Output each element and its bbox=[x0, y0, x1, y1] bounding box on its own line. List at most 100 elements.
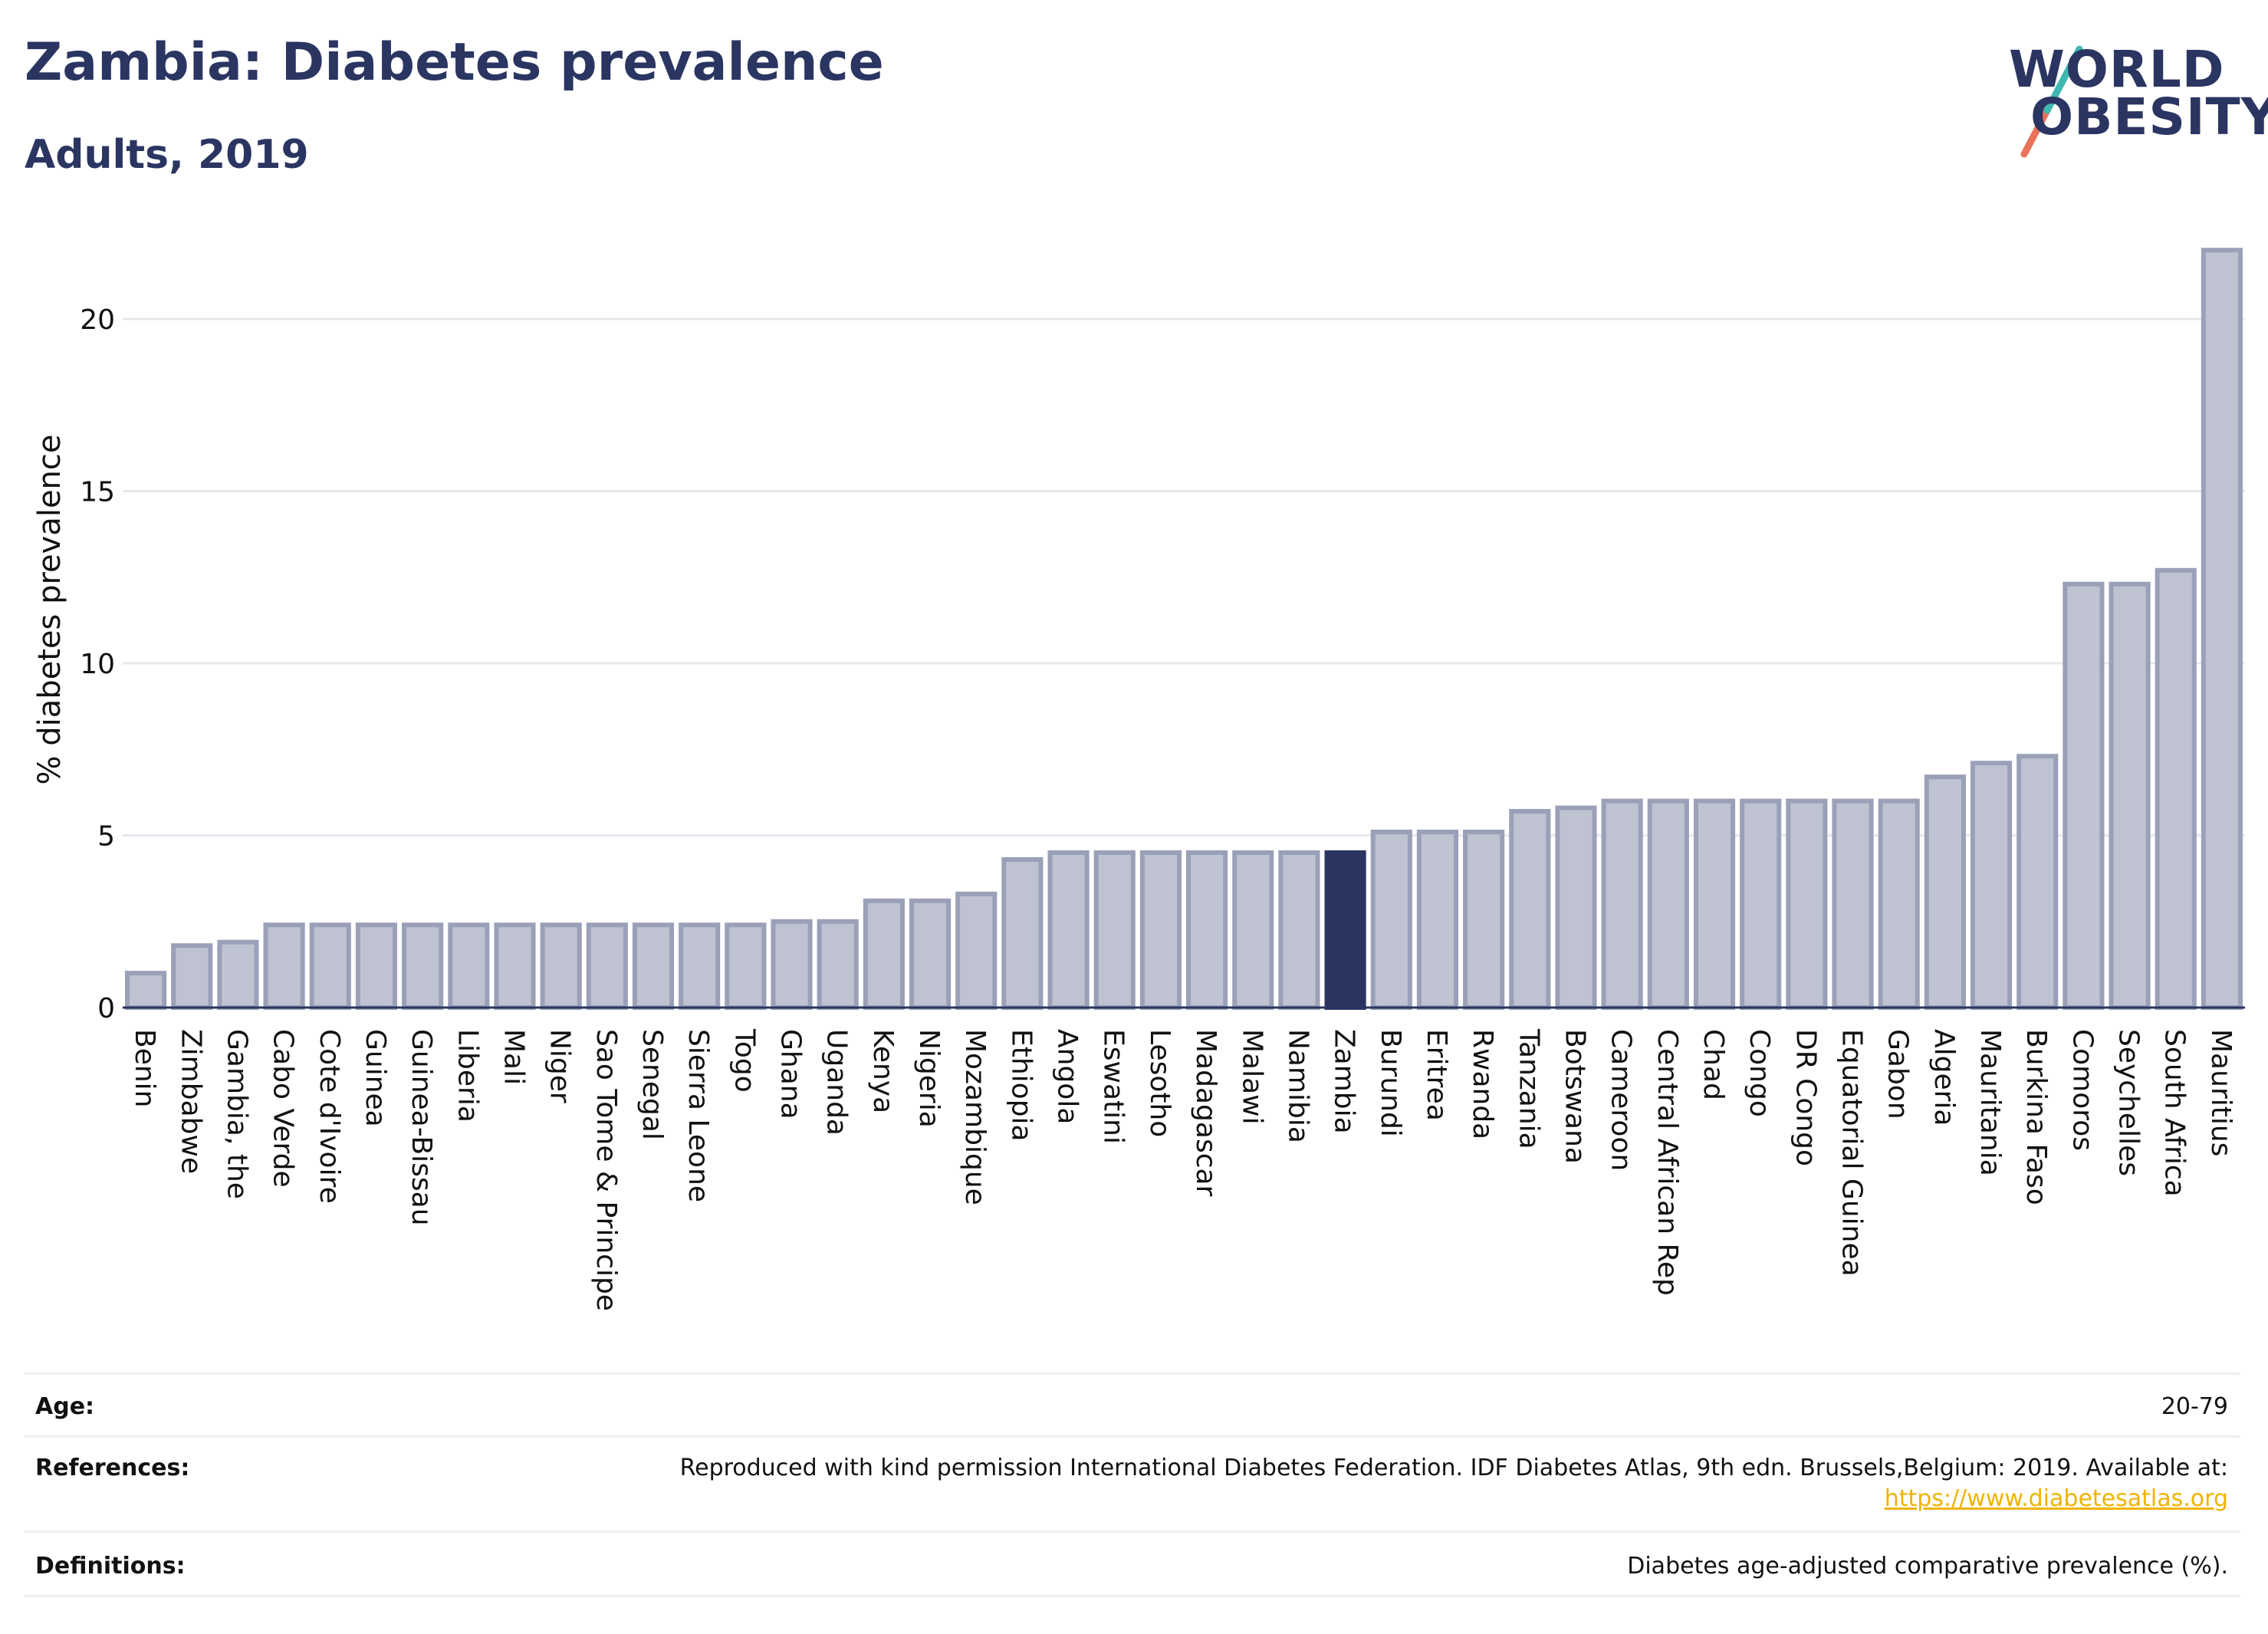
x-tick-label: Seychelles bbox=[2113, 1029, 2145, 1176]
x-tick-label: Ethiopia bbox=[1005, 1029, 1037, 1142]
x-tick-label: Mali bbox=[498, 1029, 529, 1085]
chart-subtitle: Adults, 2019 bbox=[25, 132, 309, 178]
logo-line-2: OBESITY bbox=[2030, 87, 2268, 146]
x-tick-label: Mauritania bbox=[1974, 1029, 2006, 1176]
chart-title: Zambia: Diabetes prevalence bbox=[25, 32, 884, 93]
footer-row-age: Age: 20-79 bbox=[25, 1373, 2240, 1436]
x-tick-label: Kenya bbox=[867, 1029, 899, 1113]
bar-congo bbox=[1740, 798, 1782, 1010]
bar-dr-congo bbox=[1786, 798, 1828, 1010]
bar-burundi bbox=[1370, 830, 1412, 1011]
x-tick-label: Senegal bbox=[636, 1029, 668, 1140]
bar-sierra-leone bbox=[679, 922, 721, 1010]
x-tick-label: Niger bbox=[544, 1029, 576, 1103]
x-tick-label: Mauritius bbox=[2205, 1029, 2237, 1156]
references-text: Reproduced with kind permission Internat… bbox=[679, 1455, 2228, 1481]
x-tick-label: Lesotho bbox=[1144, 1029, 1175, 1137]
bar-seychelles bbox=[2109, 581, 2151, 1010]
bar-guinea-bissau bbox=[402, 922, 444, 1010]
x-tick-label: Botswana bbox=[1559, 1029, 1590, 1164]
x-tick-label: Equatorial Guinea bbox=[1836, 1029, 1868, 1277]
bar-equatorial-guinea bbox=[1832, 798, 1874, 1010]
bar-malawi bbox=[1232, 850, 1274, 1010]
x-tick-label: Angola bbox=[1052, 1029, 1083, 1124]
bar-zambia bbox=[1324, 850, 1366, 1010]
x-tick-label: Congo bbox=[1744, 1029, 1775, 1117]
bar-tanzania bbox=[1509, 809, 1551, 1010]
x-tick-label: Rwanda bbox=[1467, 1029, 1498, 1139]
x-tick-label: Guinea bbox=[360, 1029, 391, 1127]
bar-mauritania bbox=[1970, 761, 2013, 1011]
x-tick-label: South Africa bbox=[2159, 1029, 2191, 1197]
x-tick-label: Gambia, the bbox=[221, 1029, 252, 1199]
bar-guinea bbox=[355, 922, 398, 1010]
bar-burkina-faso bbox=[2017, 754, 2059, 1010]
age-value: 20-79 bbox=[2161, 1393, 2228, 1420]
x-tick-label: Nigeria bbox=[913, 1029, 945, 1128]
x-tick-label: Benin bbox=[129, 1029, 160, 1107]
bar-benin bbox=[125, 971, 167, 1010]
x-tick-label: Cabo Verde bbox=[268, 1029, 299, 1188]
bar-chad bbox=[1693, 798, 1736, 1010]
logo-line-1: WORLD bbox=[2009, 40, 2225, 99]
x-tick-label: Central African Rep bbox=[1652, 1029, 1683, 1296]
x-tick-label: Liberia bbox=[452, 1029, 483, 1123]
bar-mali bbox=[494, 922, 536, 1010]
y-tick-label: 10 bbox=[80, 649, 115, 680]
bar-uganda bbox=[817, 919, 859, 1010]
x-tick-label: Guinea-Bissau bbox=[406, 1029, 437, 1226]
bar-senegal bbox=[632, 922, 675, 1010]
bar-angola bbox=[1047, 850, 1090, 1010]
bar-madagascar bbox=[1186, 850, 1228, 1010]
footer-row-references: References: Reproduced with kind permiss… bbox=[25, 1435, 2240, 1531]
x-tick-label: Zambia bbox=[1329, 1029, 1360, 1134]
x-tick-label: Ghana bbox=[775, 1029, 807, 1119]
bar-south-africa bbox=[2155, 567, 2197, 1010]
bar-ghana bbox=[771, 919, 813, 1010]
logo-slash-icon bbox=[2020, 45, 2083, 158]
x-tick-label: Eswatini bbox=[1098, 1029, 1129, 1144]
bar-nigeria bbox=[909, 898, 952, 1011]
bar-chart: 0 5 10 15 20 % diabetes prevalence Benin Zimbab… bbox=[32, 248, 2245, 1311]
x-tick-label: Cote d'Ivoire bbox=[314, 1029, 345, 1204]
bar-gabon bbox=[1878, 798, 1920, 1010]
x-tick-label: Comoros bbox=[2066, 1029, 2098, 1151]
x-tick-label: Togo bbox=[728, 1028, 760, 1093]
bar-liberia bbox=[448, 922, 490, 1010]
x-tick-label: Burundi bbox=[1375, 1029, 1406, 1137]
bar-mauritius bbox=[2201, 248, 2243, 1010]
x-tick-label: Mozambique bbox=[959, 1029, 991, 1205]
bar-cabo-verde bbox=[263, 922, 305, 1010]
bar-gambia-the bbox=[217, 939, 259, 1010]
y-tick-label: 20 bbox=[80, 304, 115, 336]
y-tick-label: 15 bbox=[80, 477, 115, 508]
definitions-label: Definitions: bbox=[35, 1553, 186, 1580]
x-tick-label: Eritrea bbox=[1421, 1029, 1452, 1121]
bar-zimbabwe bbox=[171, 943, 213, 1011]
bar-kenya bbox=[863, 898, 905, 1011]
age-label: Age: bbox=[35, 1393, 95, 1420]
bar-niger bbox=[540, 922, 582, 1010]
definitions-text: Diabetes age-adjusted comparative preval… bbox=[1627, 1553, 2228, 1580]
y-tick-label: 0 bbox=[97, 993, 115, 1024]
bar-rwanda bbox=[1463, 830, 1505, 1011]
y-axis-label: % diabetes prevalence bbox=[32, 434, 67, 784]
bar-eritrea bbox=[1416, 830, 1459, 1011]
bar-central-african-rep bbox=[1647, 798, 1689, 1010]
bar-togo bbox=[725, 922, 767, 1010]
bar-namibia bbox=[1278, 850, 1320, 1010]
x-tick-label: Malawi bbox=[1236, 1029, 1267, 1125]
x-tick-label: Gabon bbox=[1882, 1029, 1914, 1119]
x-tick-label: Madagascar bbox=[1190, 1029, 1221, 1197]
footer-bottom-rule bbox=[25, 1595, 2240, 1597]
x-tick-label: Uganda bbox=[821, 1029, 853, 1136]
bar-botswana bbox=[1555, 805, 1597, 1010]
bar-sao-tome-principe bbox=[586, 922, 628, 1010]
bar-algeria bbox=[1924, 774, 1966, 1010]
bar-comoros bbox=[2063, 581, 2105, 1010]
x-tick-label: Burkina Faso bbox=[2020, 1029, 2052, 1205]
x-tick-label: Sao Tome & Principe bbox=[590, 1029, 622, 1311]
references-link[interactable]: https://www.diabetesatlas.org bbox=[1884, 1485, 2228, 1512]
references-label: References: bbox=[35, 1455, 190, 1481]
x-tick-label: Sierra Leone bbox=[682, 1029, 714, 1202]
